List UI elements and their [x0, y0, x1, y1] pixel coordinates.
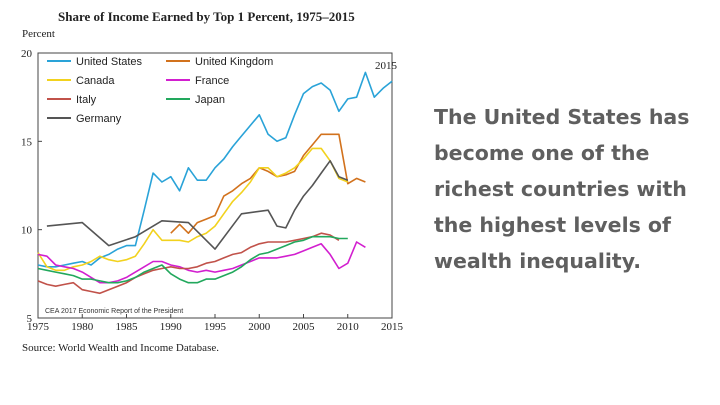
x-tick-label: 1995 — [204, 321, 227, 333]
series-line-canada — [37, 147, 349, 272]
series-line-united-states — [37, 71, 393, 268]
series-line-germany — [46, 160, 349, 250]
y-tick-label: 10 — [21, 225, 33, 237]
legend-label-france: France — [195, 75, 229, 87]
x-tick-label: 2015 — [381, 321, 404, 333]
chart-credit: CEA 2017 Economic Report of the Presiden… — [45, 308, 183, 315]
x-tick-label: 1990 — [160, 321, 183, 333]
y-tick-label: 5 — [27, 313, 33, 325]
line-chart: 1975 1980 1985 1990 1995 2000 2005 2010 2015 5 10 1… — [21, 48, 404, 333]
y-tick-label: 20 — [21, 48, 33, 60]
legend-label-japan: Japan — [195, 94, 225, 106]
series-line-france — [37, 241, 366, 284]
y-axis-label: Percent — [22, 28, 55, 40]
series-line-italy — [37, 232, 340, 295]
legend-label-germany: Germany — [76, 113, 122, 125]
x-tick-label: 1980 — [71, 321, 94, 333]
x-tick-label: 2000 — [248, 321, 271, 333]
chart-source: Source: World Wealth and Income Database… — [22, 342, 219, 354]
x-tick-label: 2005 — [293, 321, 316, 333]
legend-label-italy: Italy — [76, 94, 97, 106]
x-tick-label: 1975 — [27, 321, 50, 333]
x-tick-label: 2010 — [337, 321, 360, 333]
legend-label-canada: Canada — [76, 75, 115, 87]
chart-title: Share of Income Earned by Top 1 Percent,… — [58, 9, 355, 24]
legend-label-united-kingdom: United Kingdom — [195, 56, 273, 68]
x-tick-label: 1985 — [116, 321, 139, 333]
headline-text: The United States has become one of the … — [434, 105, 690, 273]
series-line-japan — [37, 235, 348, 284]
legend-label-united-states: United States — [76, 56, 143, 68]
series-line-united-kingdom — [170, 133, 366, 234]
annotation-2015: 2015 — [375, 60, 398, 72]
y-tick-label: 15 — [21, 136, 33, 148]
